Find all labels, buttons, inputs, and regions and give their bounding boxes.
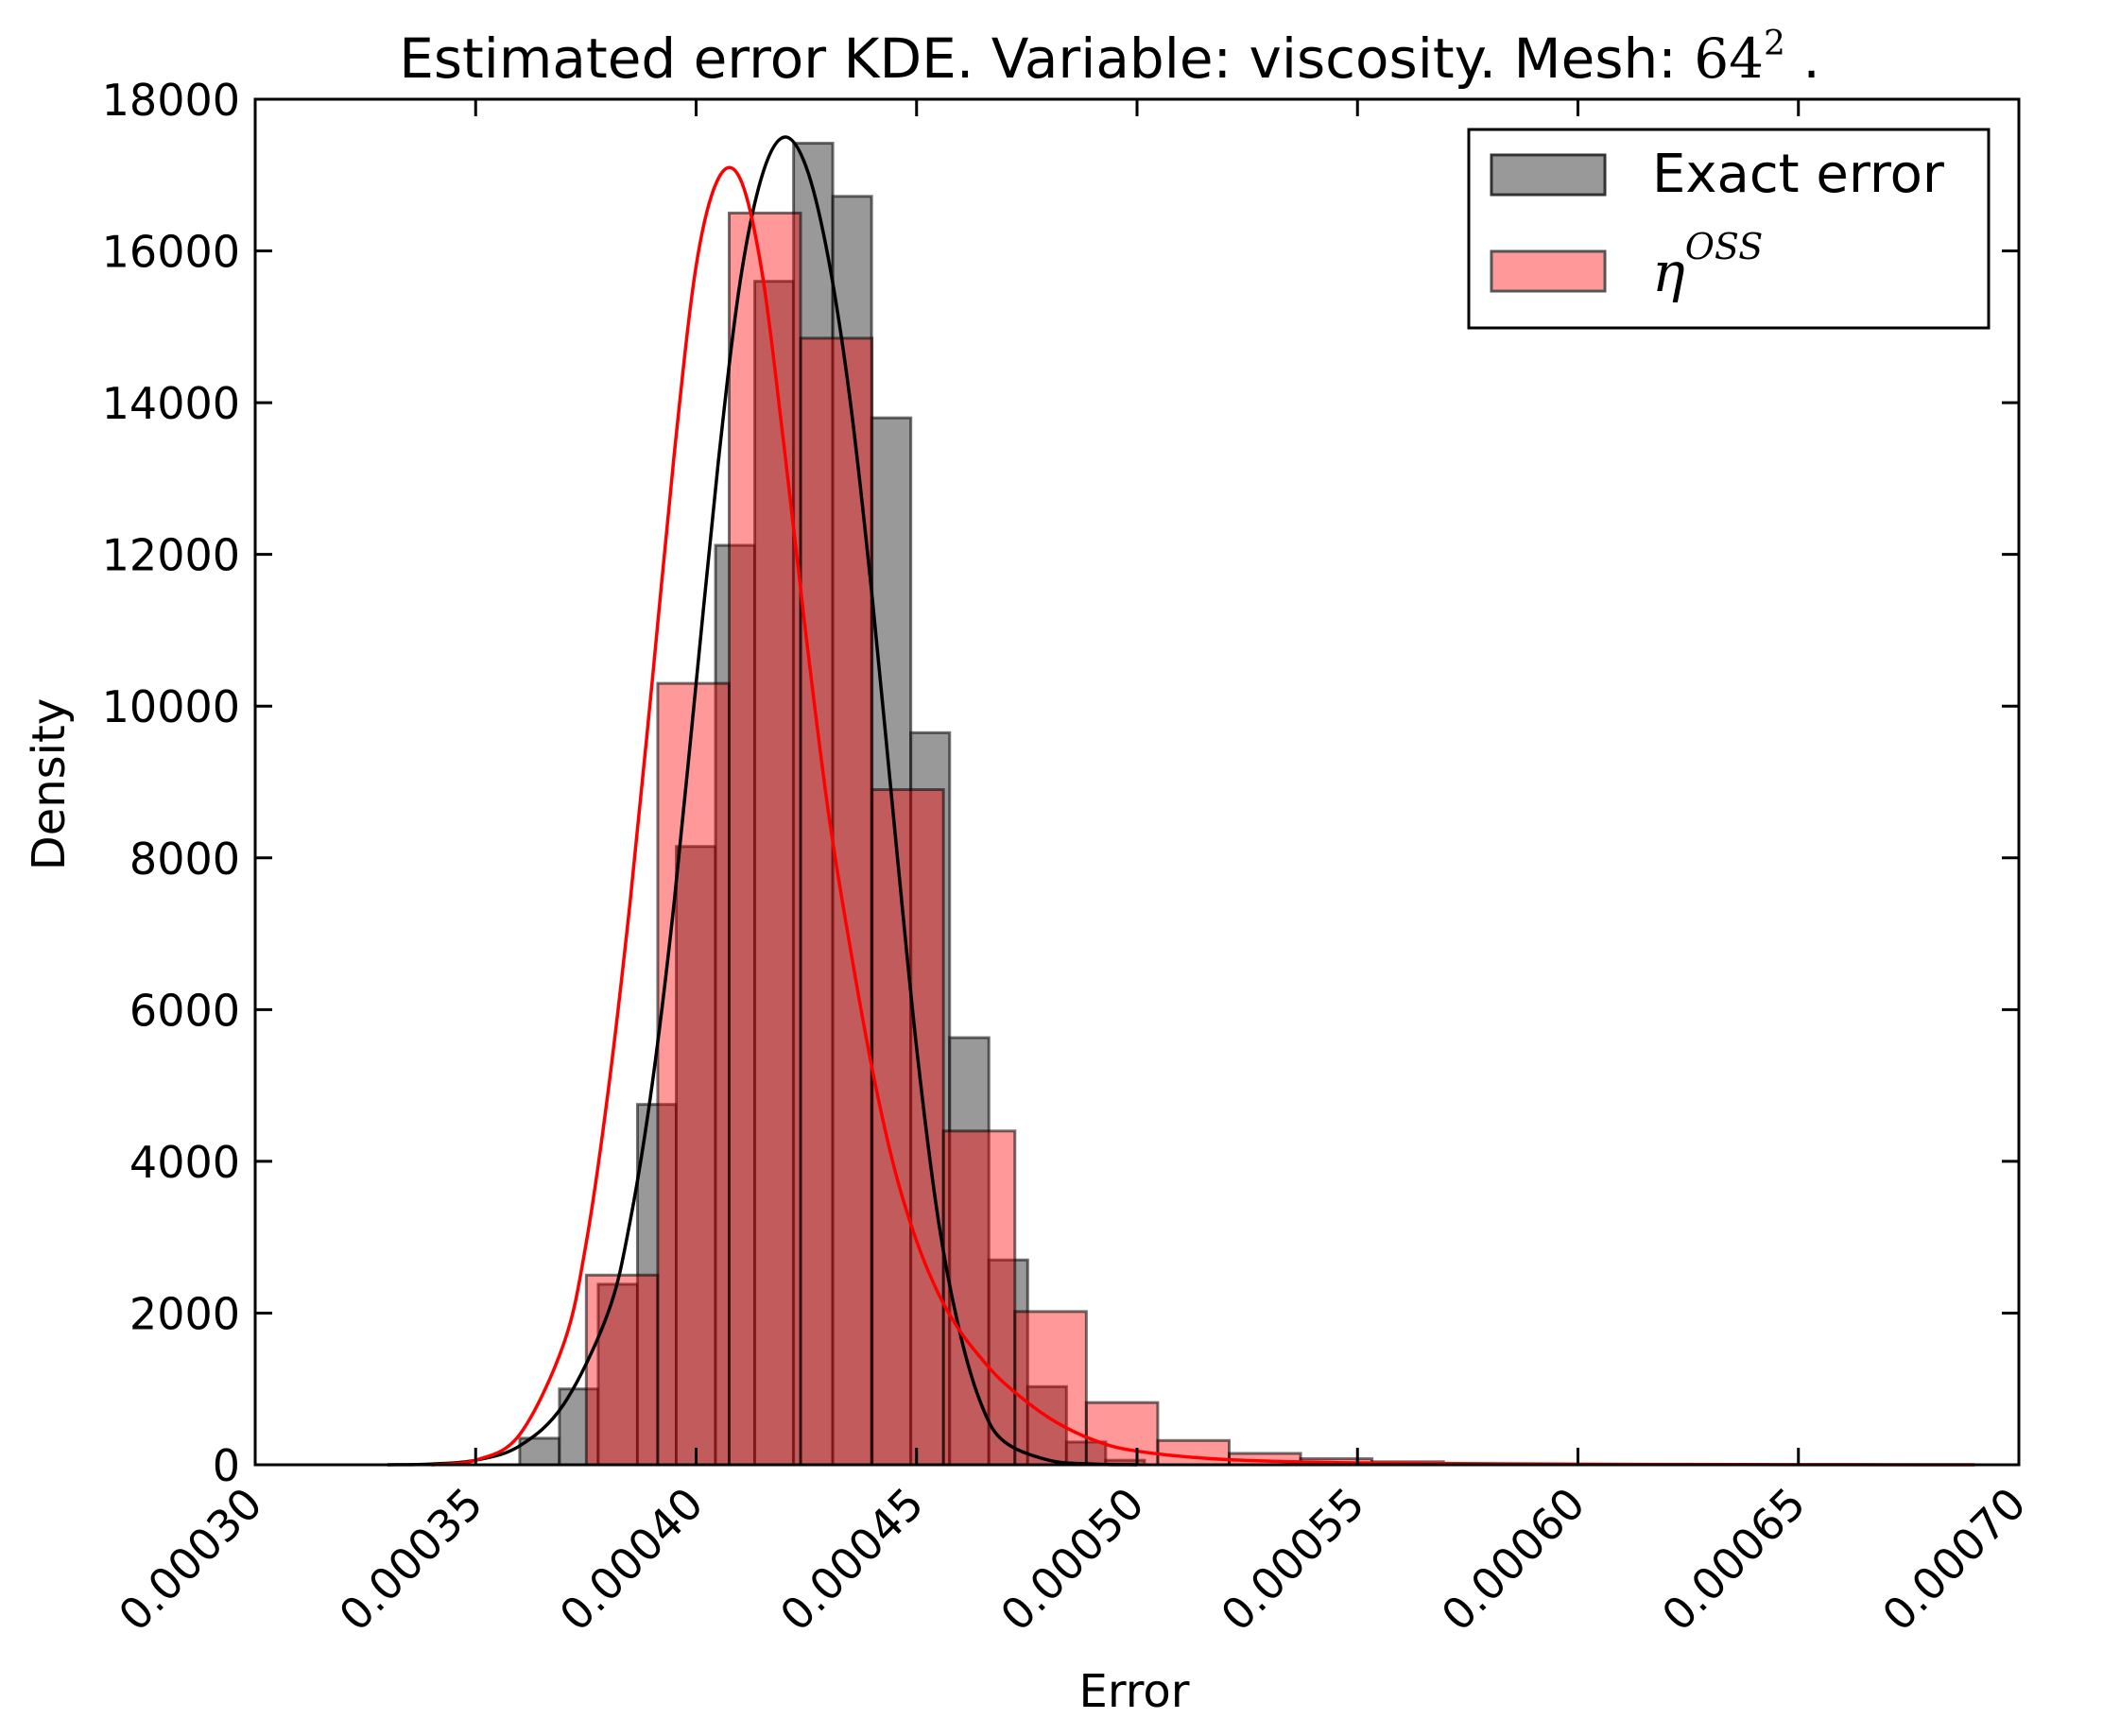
legend-label-exact: Exact error <box>1652 144 1945 205</box>
exact-error-bar-2 <box>596 1282 639 1467</box>
exact-error-kde-line <box>387 135 1138 1467</box>
x-tick-label-2: 0.00040 <box>550 1478 714 1641</box>
chart-title-math-sup: 2 <box>1764 25 1785 63</box>
x-tick-label-7: 0.00065 <box>1652 1478 1816 1641</box>
x-tick-label-5: 0.00055 <box>1211 1478 1374 1641</box>
oss-bar-6 <box>1013 1310 1088 1467</box>
legend-swatch-exact <box>1490 153 1607 197</box>
oss-bar-2 <box>727 211 802 1467</box>
exact-error-bar-11 <box>948 1036 991 1467</box>
oss-bar-0 <box>584 1273 660 1467</box>
x-tick-label-0: 0.00030 <box>109 1478 272 1641</box>
y-tick-label-0: 0 <box>213 1440 240 1491</box>
legend-swatch-oss <box>1490 249 1607 293</box>
chart-title-prefix: Estimated error KDE. Variable: viscosity… <box>399 26 1694 91</box>
x-tick-label-4: 0.00050 <box>991 1478 1154 1641</box>
x-tick-label-6: 0.00060 <box>1432 1478 1595 1641</box>
y-tick-label-5: 10000 <box>102 681 240 732</box>
y-tick-label-9: 18000 <box>102 75 240 126</box>
y-tick-label-3: 6000 <box>129 985 240 1036</box>
oss-bar-4 <box>870 788 945 1467</box>
y-tick-label-8: 16000 <box>102 227 240 278</box>
oss-bar-1 <box>656 681 731 1467</box>
y-tick-label-1: 2000 <box>129 1288 240 1339</box>
oss-bar-5 <box>941 1129 1017 1467</box>
x-tick-label-8: 0.00070 <box>1872 1478 2036 1641</box>
kde-curves <box>387 135 1975 1467</box>
x-tick-label-3: 0.00045 <box>770 1478 934 1641</box>
oss-bar-7 <box>1084 1401 1160 1467</box>
legend-label-oss-sup: OSS <box>1685 226 1764 267</box>
oss-bar-8 <box>1156 1438 1231 1467</box>
exact-error-bar-1 <box>558 1387 600 1467</box>
oss-bar-3 <box>799 336 874 1467</box>
chart-title-suffix: . <box>1785 26 1820 91</box>
oss-kde-line <box>431 165 1975 1467</box>
chart-title-math-base: 64 <box>1694 26 1764 91</box>
legend-label-oss-base: η <box>1652 240 1685 304</box>
y-tick-label-7: 14000 <box>102 378 240 429</box>
plot-frame <box>253 97 2021 1467</box>
legend: Exact error ηOSS <box>1467 128 1991 330</box>
y-tick-label-2: 4000 <box>129 1137 240 1188</box>
chart-title: Estimated error KDE. Variable: viscosity… <box>399 25 1820 91</box>
y-tick-label-4: 8000 <box>129 834 240 885</box>
x-axis-label: Error <box>1079 1665 1190 1718</box>
x-tick-label-1: 0.00035 <box>329 1478 492 1641</box>
y-axis-label: Density <box>23 698 76 870</box>
y-tick-label-6: 12000 <box>102 530 240 581</box>
legend-label-oss: ηOSS <box>1652 226 1763 304</box>
